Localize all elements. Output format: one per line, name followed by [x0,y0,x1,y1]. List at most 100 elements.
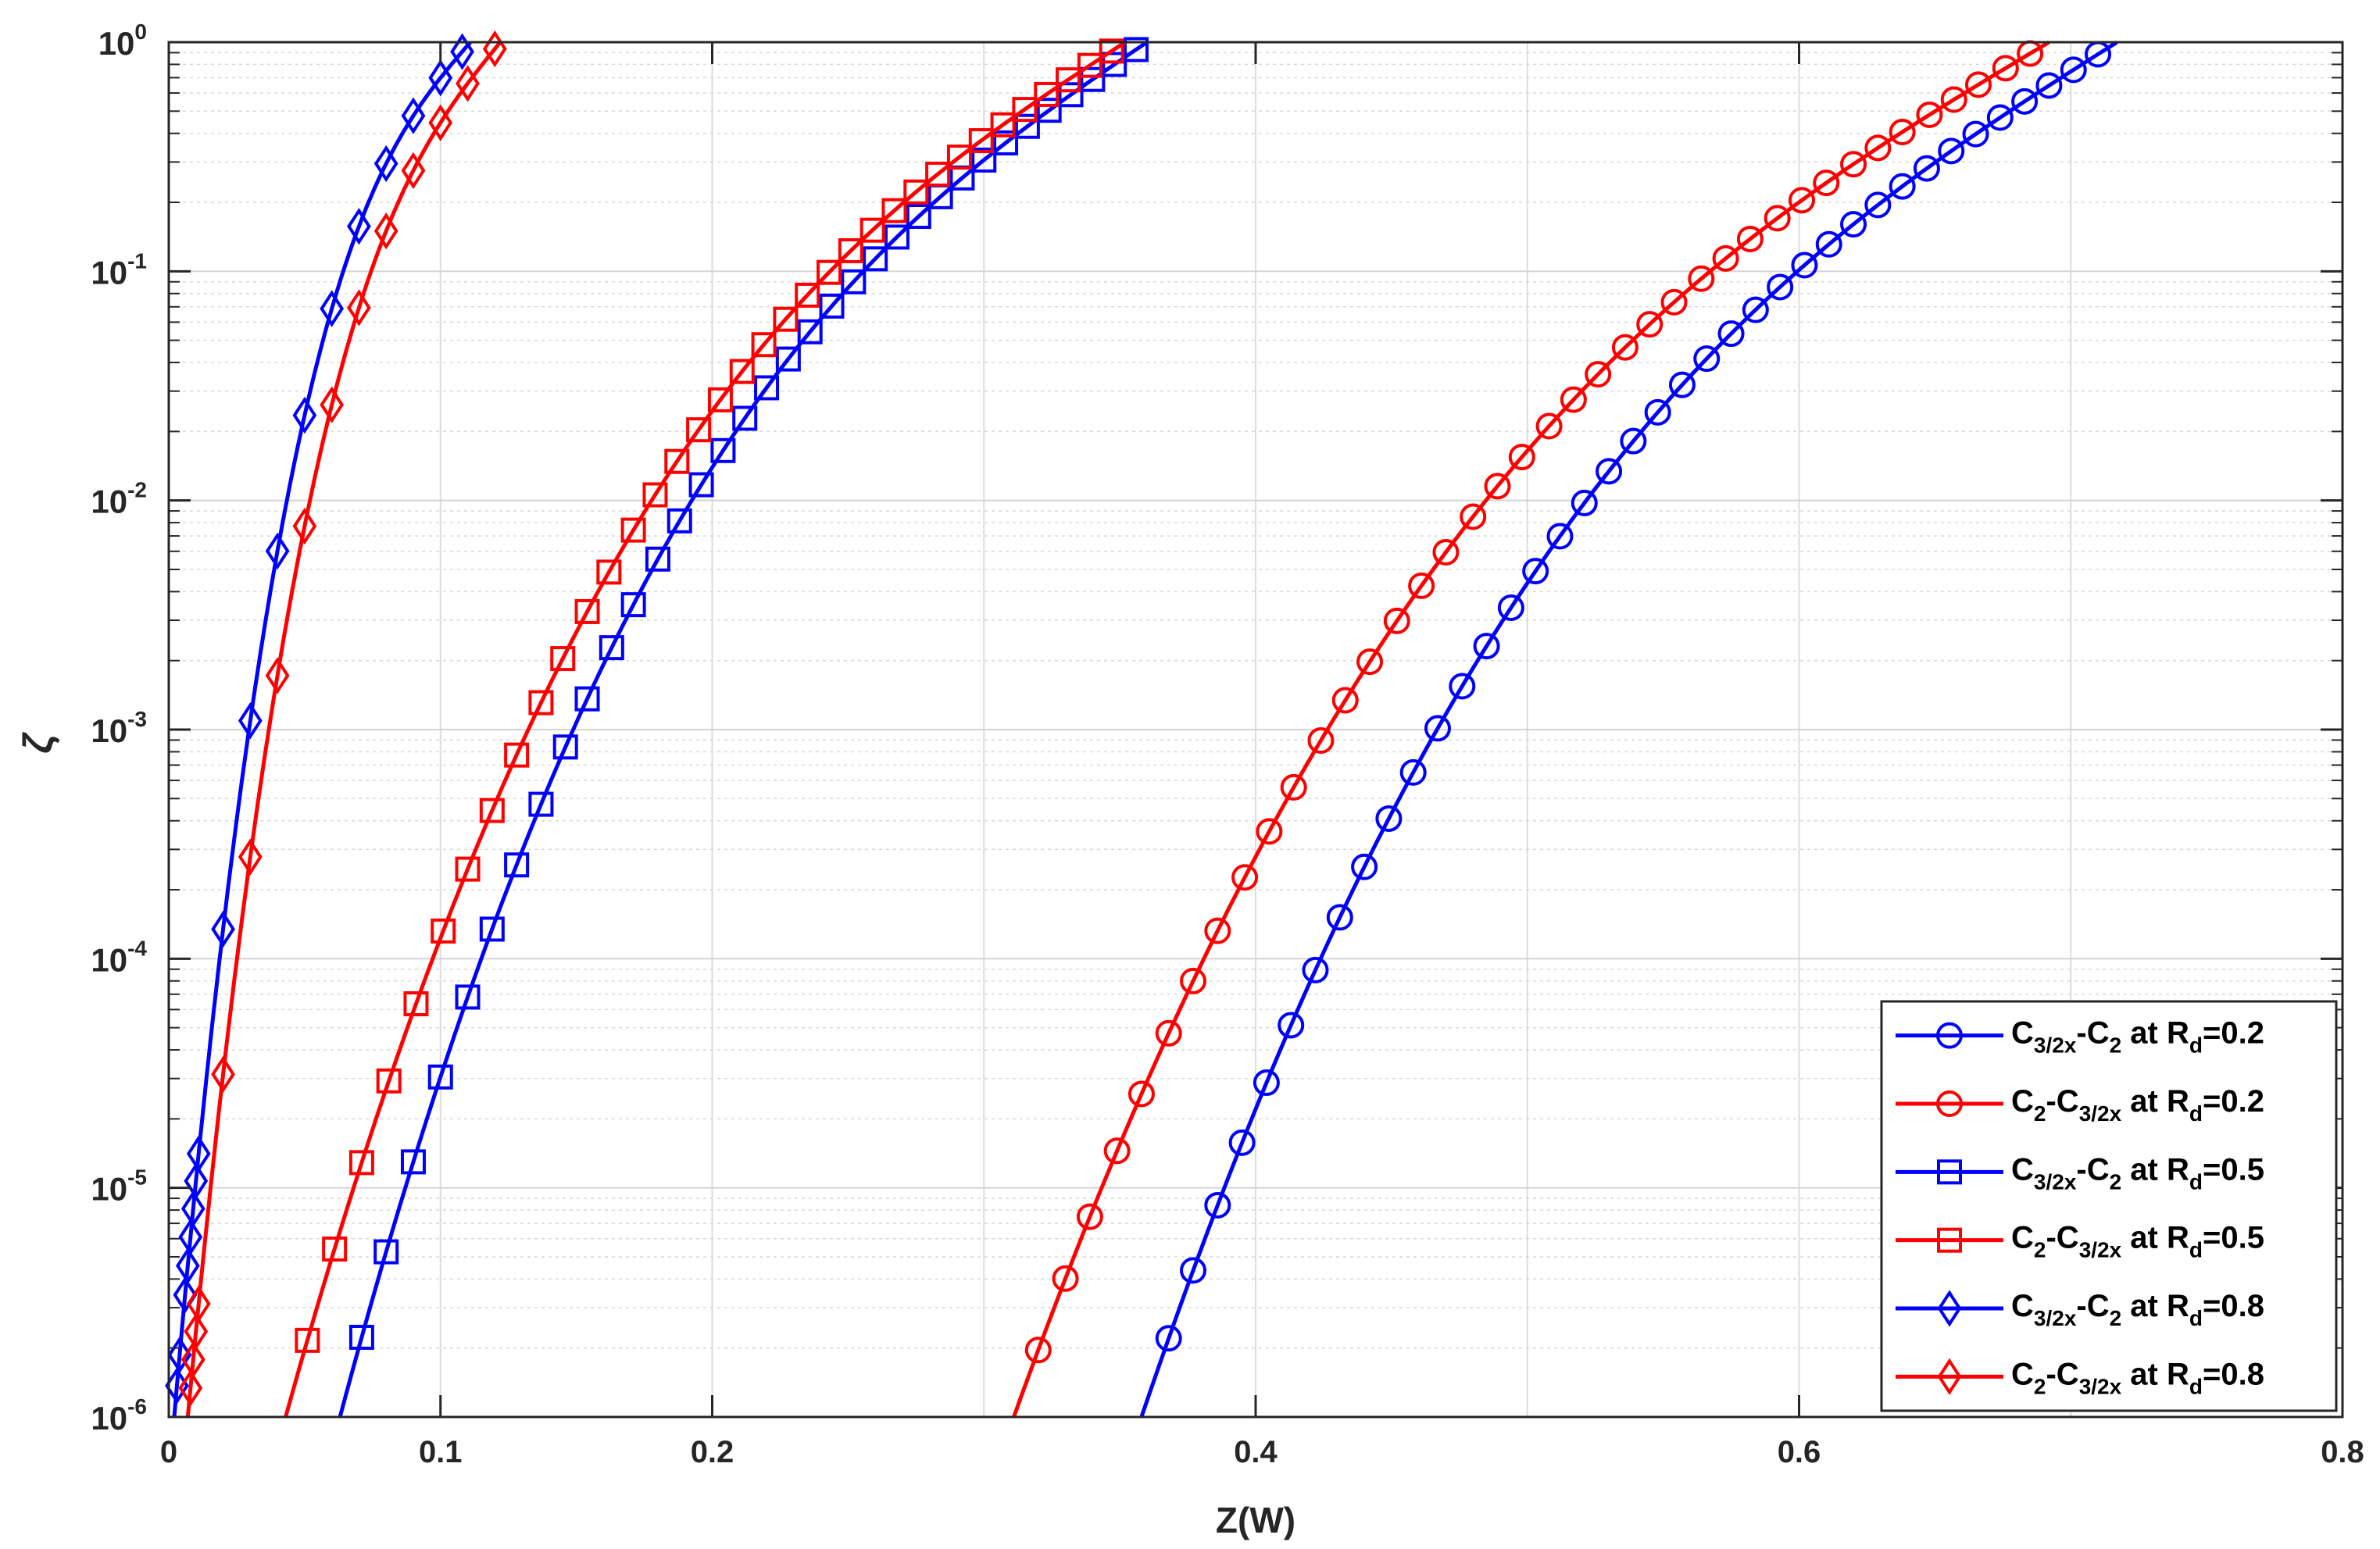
data-point-circle [1052,1265,1079,1292]
data-point-circle [1546,523,1574,550]
data-point-circle [1375,805,1403,832]
data-point-square [1056,67,1081,93]
data-point-square [1034,81,1060,107]
data-point-diamond [186,1285,211,1322]
data-point-diamond [1937,1358,1962,1396]
data-point-circle [1668,371,1696,398]
legend-box [1880,1000,2338,1412]
data-point-square [906,204,931,230]
data-point-square [688,472,714,498]
data-point-square [732,405,758,431]
data-point-square [574,598,600,624]
data-point-diamond [184,1162,209,1200]
data-point-square [903,179,929,205]
data-point-circle [1155,1325,1182,1352]
data-point-square [427,1064,453,1090]
data-point-square [819,293,845,319]
data-point-square [599,635,624,661]
legend-entry: C2-C3/2x at Rd=0.5 [1896,1221,2264,1262]
data-point-circle [1791,252,1818,279]
data-point-diamond [347,289,371,327]
data-point-square [751,332,777,358]
data-point-circle [1278,1012,1305,1039]
data-point-circle [1864,134,1892,162]
ticks [167,41,2344,1419]
data-point-diamond [401,152,426,190]
data-point-square [968,128,994,154]
data-point-circle [1736,225,1764,252]
data-point-square [863,246,888,272]
data-point-square [528,791,554,817]
data-point-circle [1302,956,1329,983]
data-point-square [773,306,799,332]
legend-entry: C3/2x-C2 at Rd=0.2 [1896,1016,2264,1058]
legend-label: C2-C3/2x at Rd=0.5 [2011,1221,2264,1262]
data-point-square [1937,1227,1962,1253]
legend-entry: C2-C3/2x at Rd=0.8 [1896,1357,2264,1398]
data-point-square [348,1324,374,1350]
series-line [185,41,502,1418]
legend-entry: C3/2x-C2 at Rd=0.5 [1896,1152,2264,1194]
data-point-diamond [173,1276,198,1314]
data-point-circle [1024,1337,1052,1364]
data-point-square [550,646,576,672]
data-point-circle [1585,361,1612,388]
data-point-diamond [456,65,480,102]
y-tick-label: 10-2 [91,478,147,520]
data-point-diamond [320,290,345,327]
data-point-circle [1383,607,1410,634]
data-point-square [1058,82,1084,108]
data-point-square [664,448,690,474]
data-point-square [729,359,755,384]
data-point-circle [1484,473,1511,500]
y-tick-label: 100 [98,20,147,62]
data-point-circle [1253,1069,1280,1097]
data-point-square [1012,97,1038,123]
series-4 [284,38,1127,1418]
data-point-circle [1611,334,1638,361]
data-point-square [528,690,554,716]
data-point-square [1077,52,1102,78]
data-point-circle [1204,1191,1231,1219]
data-point-circle [1864,191,1892,219]
data-point-circle [1913,155,1940,182]
data-point-circle [1815,230,1842,258]
data-point-square [707,387,733,412]
data-point-square [1099,38,1124,64]
data-point-square [686,417,712,443]
data-point-square [971,147,997,173]
data-point-circle [1103,1137,1131,1165]
data-point-circle [2011,87,2039,115]
data-point-square [479,916,505,942]
data-point-diamond [265,657,290,694]
data-point-circle [1307,727,1335,755]
data-point-square [838,237,863,263]
legend-label: C3/2x-C2 at Rd=0.8 [2011,1289,2264,1330]
data-point-diamond [211,1055,235,1093]
data-point-circle [1180,967,1207,994]
data-point-circle [1938,137,1965,165]
data-point-square [620,592,646,618]
data-point-circle [1889,119,1916,146]
data-point-square [1080,66,1106,92]
x-tick-label: 0 [160,1435,177,1469]
data-point-circle [2060,56,2087,84]
data-point-circle [1560,386,1587,413]
data-point-square [754,375,780,401]
data-point-square [881,198,907,223]
data-point-square [376,1068,402,1094]
data-point-circle [1992,55,2019,82]
data-point-circle [1076,1203,1103,1230]
data-point-square [552,734,578,760]
data-point-circle [1636,311,1663,338]
legend-entry: C2-C3/2x at Rd=0.2 [1896,1084,2264,1126]
data-point-diamond [238,701,263,740]
data-point-square [295,1327,320,1353]
data-point-circle [1497,594,1524,621]
data-point-circle [2035,72,2063,99]
series-layer [165,30,2118,1418]
series-3 [338,37,1149,1418]
data-point-square [431,918,456,944]
data-point-circle [1408,572,1435,599]
